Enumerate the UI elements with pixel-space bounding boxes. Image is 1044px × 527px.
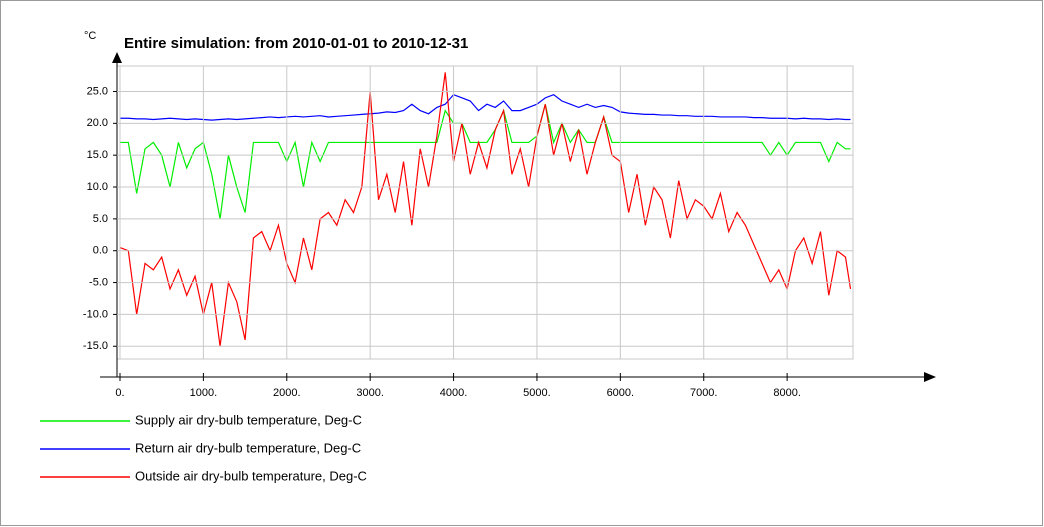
x-tick-label: 2000. <box>273 387 301 399</box>
x-tick-label: 6000. <box>607 387 635 399</box>
y-axis-unit: °C <box>84 30 96 42</box>
plot-area <box>116 65 854 360</box>
y-tick-label: 0.0 <box>93 245 108 257</box>
series-line <box>120 104 851 219</box>
x-tick-label: 4000. <box>440 387 468 399</box>
x-tick-label: 0. <box>115 387 124 399</box>
legend-label: Return air dry-bulb temperature, Deg-C <box>135 440 361 455</box>
y-tick-label: 10.0 <box>87 181 108 193</box>
x-tick-label: 3000. <box>356 387 384 399</box>
x-tick-label: 1000. <box>190 387 218 399</box>
y-tick-label: 25.0 <box>87 85 108 97</box>
x-tick-label: 8000. <box>773 387 801 399</box>
x-axis-arrow <box>924 372 936 382</box>
legend-label: Supply air dry-bulb temperature, Deg-C <box>135 412 362 427</box>
y-tick-label: 15.0 <box>87 149 108 161</box>
series-line <box>120 93 851 121</box>
y-tick-label: 20.0 <box>87 117 108 129</box>
y-axis-arrow <box>112 52 122 63</box>
y-tick-label: -15.0 <box>83 340 108 352</box>
x-tick-label: 7000. <box>690 387 718 399</box>
y-tick-label: -5.0 <box>89 276 108 288</box>
x-tick-label: 5000. <box>523 387 551 399</box>
legend-label: Outside air dry-bulb temperature, Deg-C <box>135 468 367 483</box>
y-tick-label: -10.0 <box>83 308 108 320</box>
series-line <box>119 72 852 347</box>
chart-title: Entire simulation: from 2010-01-01 to 20… <box>124 35 468 52</box>
y-tick-label: 5.0 <box>93 213 108 225</box>
